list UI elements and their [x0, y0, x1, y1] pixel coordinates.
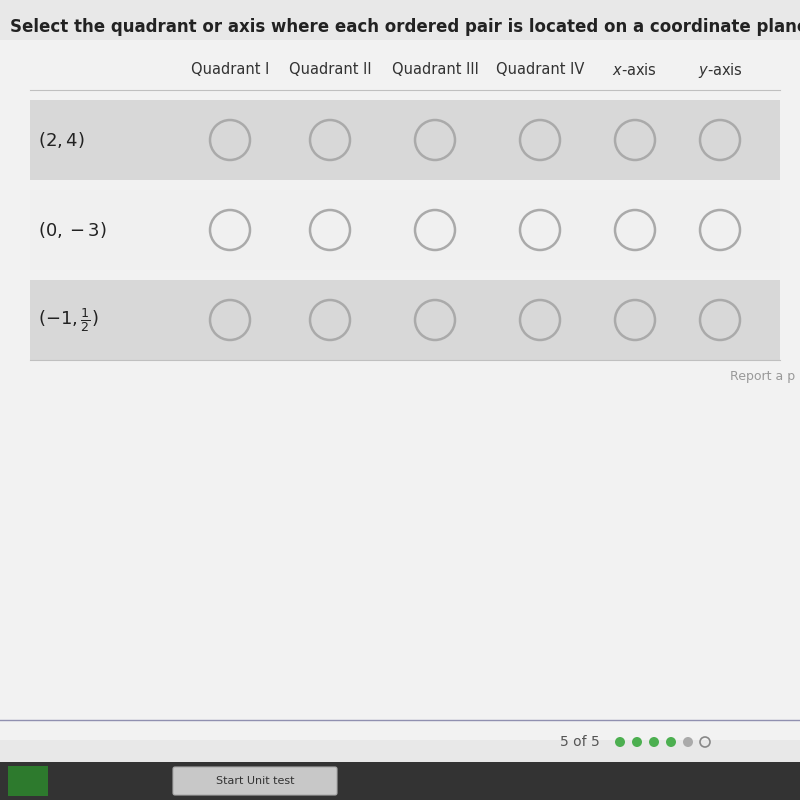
FancyBboxPatch shape [30, 100, 780, 180]
Text: Quadrant III: Quadrant III [391, 62, 478, 78]
Circle shape [666, 737, 676, 747]
Text: Report a p: Report a p [730, 370, 795, 383]
Circle shape [615, 737, 625, 747]
Text: Quadrant IV: Quadrant IV [496, 62, 584, 78]
Text: $x$-axis: $x$-axis [613, 62, 658, 78]
Text: Start Unit test: Start Unit test [216, 776, 294, 786]
FancyBboxPatch shape [8, 766, 48, 796]
FancyBboxPatch shape [30, 190, 780, 270]
Text: Select the quadrant or axis where each ordered pair is located on a coordinate p: Select the quadrant or axis where each o… [10, 18, 800, 36]
Text: $(2,4)$: $(2,4)$ [38, 130, 85, 150]
Circle shape [632, 737, 642, 747]
Circle shape [683, 737, 693, 747]
FancyBboxPatch shape [30, 280, 780, 360]
FancyBboxPatch shape [0, 762, 800, 800]
Text: 5 of 5: 5 of 5 [560, 735, 600, 749]
Text: $y$-axis: $y$-axis [698, 61, 742, 79]
FancyBboxPatch shape [0, 40, 800, 740]
Text: $(0,-3)$: $(0,-3)$ [38, 220, 106, 240]
Text: Quadrant II: Quadrant II [289, 62, 371, 78]
FancyBboxPatch shape [173, 767, 337, 795]
Text: $(-1,\frac{1}{2})$: $(-1,\frac{1}{2})$ [38, 306, 98, 334]
Circle shape [649, 737, 659, 747]
Text: Quadrant I: Quadrant I [191, 62, 269, 78]
